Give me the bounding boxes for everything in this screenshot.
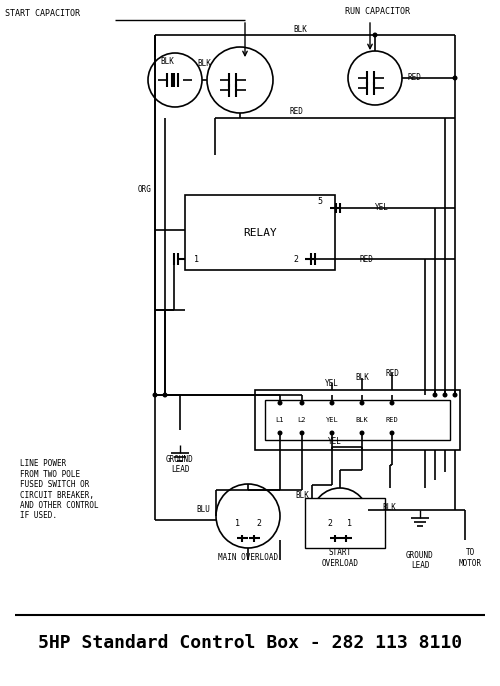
Text: BLU: BLU [196,506,210,514]
Text: YEL: YEL [328,438,342,447]
Text: START CAPACITOR: START CAPACITOR [5,10,80,19]
Text: L1: L1 [276,417,284,423]
Circle shape [432,392,438,397]
Text: RED: RED [385,368,399,377]
Text: BLK: BLK [160,56,174,65]
Circle shape [278,431,282,436]
Text: GROUND: GROUND [406,550,434,560]
Text: BLK: BLK [295,490,309,499]
Text: 5: 5 [317,198,322,206]
Circle shape [162,392,168,397]
Text: LEAD: LEAD [171,466,189,475]
Text: BLK: BLK [197,60,211,69]
Text: START
OVERLOAD: START OVERLOAD [322,548,358,568]
Text: LEAD: LEAD [411,560,429,569]
Text: LINE POWER
FROM TWO POLE
FUSED SWITCH OR
CIRCUIT BREAKER,
AND OTHER CONTROL
IF U: LINE POWER FROM TWO POLE FUSED SWITCH OR… [20,460,98,521]
Circle shape [152,392,158,397]
Text: BLK: BLK [356,417,368,423]
Text: 1: 1 [234,519,240,528]
Text: BLK: BLK [355,373,369,383]
Text: ORG: ORG [138,185,152,195]
Text: TO
MOTOR: TO MOTOR [458,548,481,568]
Circle shape [300,401,304,405]
Text: 1: 1 [194,255,199,263]
Circle shape [148,53,202,107]
Circle shape [278,401,282,405]
Circle shape [312,488,368,544]
Text: RED: RED [386,417,398,423]
Circle shape [330,431,334,436]
Text: 5HP Standard Control Box - 282 113 8110: 5HP Standard Control Box - 282 113 8110 [38,634,462,652]
Bar [305,498,385,548]
Text: RUN CAPACITOR: RUN CAPACITOR [345,8,410,16]
Text: YEL: YEL [326,417,338,423]
Circle shape [372,32,378,38]
Text: YEL: YEL [325,379,339,388]
Circle shape [360,401,364,405]
Text: 2: 2 [256,519,262,528]
Bar [265,400,450,440]
Circle shape [300,431,304,436]
Text: GROUND: GROUND [166,456,194,464]
Text: RED: RED [290,108,304,117]
Text: YEL: YEL [375,204,389,213]
Text: 2: 2 [293,255,298,263]
Text: MAIN OVERLOAD: MAIN OVERLOAD [218,554,278,563]
Circle shape [360,431,364,436]
Text: 2: 2 [328,519,332,528]
Text: BLK: BLK [382,504,396,512]
Text: L2: L2 [298,417,306,423]
Bar [185,195,335,270]
Text: RED: RED [360,255,374,263]
Circle shape [330,401,334,405]
Circle shape [390,401,394,405]
Circle shape [348,51,402,105]
Bar [255,390,460,450]
Circle shape [442,392,448,397]
Text: RED: RED [408,73,422,82]
Text: BLK: BLK [293,25,307,34]
Circle shape [207,47,273,113]
Text: 1: 1 [348,519,352,528]
Circle shape [452,75,458,80]
Circle shape [390,431,394,436]
Text: RELAY: RELAY [243,228,277,237]
Circle shape [216,484,280,548]
Circle shape [452,392,458,397]
